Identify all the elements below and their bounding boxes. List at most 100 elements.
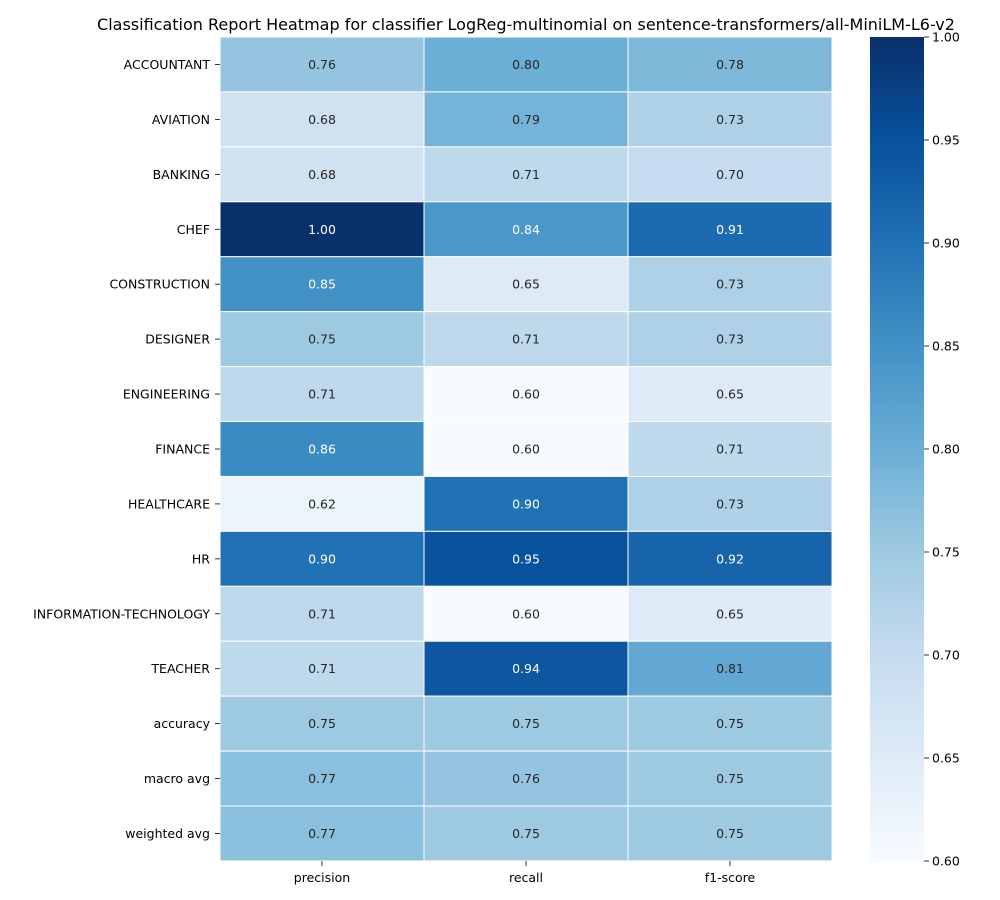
cell-value-label: 1.00 [308,222,336,237]
row-label: TEACHER [150,661,210,676]
column-labels: precision recall f1-score [294,860,756,885]
cell-value-label: 0.73 [716,332,744,347]
cell-value-label: 0.65 [716,606,744,621]
cell-value-label: 0.71 [512,167,540,182]
colorbar-tick-label: 1.00 [932,30,960,45]
heatmap-cell [627,805,833,862]
heatmap-cell [423,695,629,752]
heatmap-cell [219,805,425,862]
colorbar-tick-label: 0.80 [932,442,960,457]
cell-value-label: 0.79 [512,112,540,127]
cell-value-label: 0.73 [716,277,744,292]
cell-value-label: 0.78 [716,57,744,72]
heatmap-cells: 0.76 0.80 0.78 0.68 0.79 0.73 0.68 0.71 0.70 1.00… [219,36,833,862]
cell-value-label: 0.65 [512,277,540,292]
cell-value-label: 0.76 [512,771,540,786]
column-label: precision [294,870,350,885]
cell-value-label: 0.73 [716,112,744,127]
row-label: HR [192,551,210,566]
colorbar-tick-label: 0.60 [932,854,960,869]
heatmap-cell [219,421,425,477]
cell-value-label: 0.76 [308,57,336,72]
colorbar-tick-label: 0.70 [932,648,960,663]
colorbar [870,37,924,861]
heatmap-cell [219,750,425,807]
cell-value-label: 0.75 [308,332,336,347]
heatmap-cell [423,640,629,697]
heatmap-cell [627,421,833,477]
cell-value-label: 0.75 [716,826,744,841]
cell-value-label: 0.84 [512,222,540,237]
row-label: weighted avg [125,826,210,841]
row-label: CONSTRUCTION [109,277,210,292]
cell-value-label: 0.94 [512,661,540,676]
cell-value-label: 0.75 [716,771,744,786]
cell-value-label: 0.68 [308,112,336,127]
cell-value-label: 0.71 [716,441,744,456]
cell-value-label: 0.77 [308,826,336,841]
colorbar-tick-label: 0.85 [932,339,960,354]
heatmap-cell [627,750,833,807]
heatmap-cell [423,36,629,93]
cell-value-label: 0.60 [512,387,540,402]
row-label: INFORMATION-TECHNOLOGY [33,606,210,621]
colorbar-tick-label: 0.95 [932,133,960,148]
heatmap-cell [627,366,833,423]
chart-title: Classification Report Heatmap for classi… [97,15,955,34]
cell-value-label: 0.75 [512,826,540,841]
cell-value-label: 0.77 [308,771,336,786]
cell-value-label: 0.71 [308,387,336,402]
cell-value-label: 0.73 [716,496,744,511]
column-label: f1-score [705,870,756,885]
cell-value-label: 0.81 [716,661,744,676]
row-label: DESIGNER [145,332,210,347]
heatmap-cell [219,366,425,423]
cell-value-label: 0.80 [512,57,540,72]
cell-value-label: 0.60 [512,606,540,621]
cell-value-label: 0.90 [308,551,336,566]
cell-value-label: 0.71 [308,661,336,676]
cell-value-label: 0.70 [716,167,744,182]
colorbar-tick-label: 0.75 [932,545,960,560]
cell-value-label: 0.75 [716,716,744,731]
cell-value-label: 0.75 [308,716,336,731]
row-label: HEALTHCARE [128,496,210,511]
heatmap-cell [627,36,833,93]
row-label: accuracy [154,716,211,731]
heatmap-cell [627,530,833,587]
row-label: AVIATION [152,112,210,127]
heatmap-cell [423,366,629,423]
cell-value-label: 0.92 [716,551,744,566]
row-label: macro avg [144,771,210,786]
heatmap-cell [423,91,629,148]
heatmap-cell [627,695,833,752]
heatmap-cell [219,36,425,93]
row-label: ENGINEERING [123,387,210,402]
cell-value-label: 0.91 [716,222,744,237]
column-label: recall [509,870,543,885]
row-label: FINANCE [155,441,210,456]
heatmap-cell [219,201,425,258]
heatmap-cell [219,475,425,532]
heatmap-cell [423,146,629,203]
cell-value-label: 0.75 [512,716,540,731]
heatmap-cell [627,201,833,258]
heatmap-cell [627,585,833,642]
cell-value-label: 0.85 [308,277,336,292]
cell-value-label: 0.68 [308,167,336,182]
heatmap-cell [627,475,833,532]
cell-value-label: 0.95 [512,551,540,566]
heatmap-cell [627,256,833,313]
cell-value-label: 0.71 [308,606,336,621]
heatmap-cell [219,530,425,587]
cell-value-label: 0.65 [716,387,744,402]
heatmap-cell [219,585,425,642]
heatmap-cell [423,421,629,477]
colorbar-tick-label: 0.90 [932,236,960,251]
cell-value-label: 0.62 [308,496,336,511]
colorbar-ticks: 0.60 0.65 0.70 0.75 0.80 0.85 0.90 0.95 1.00 [924,30,960,869]
heatmap-cell [627,640,833,697]
heatmap-cell [219,91,425,148]
cell-value-label: 0.71 [512,332,540,347]
